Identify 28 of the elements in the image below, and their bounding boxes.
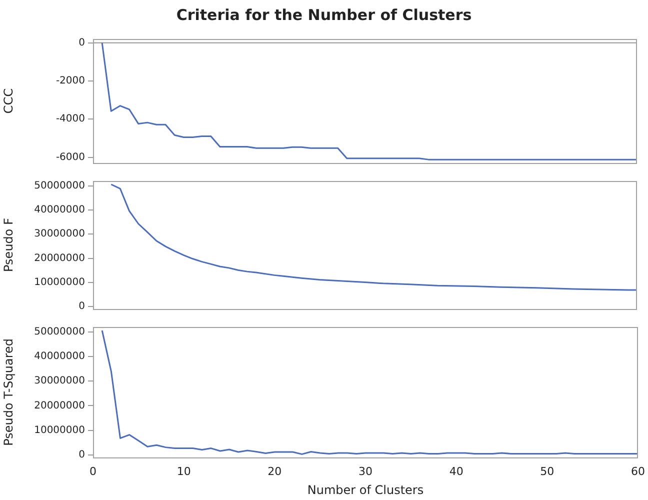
y-tick-label: 40000000 <box>34 204 85 216</box>
x-tick-label: 40 <box>449 464 464 478</box>
y-axis-title: Pseudo T-Squared <box>1 338 16 446</box>
x-tick-label: 30 <box>358 464 372 478</box>
y-tick-label: 20000000 <box>34 252 85 264</box>
x-tick-label: 0 <box>90 464 96 478</box>
chart-title: Criteria for the Number of Clusters <box>175 6 473 24</box>
y-tick-label: -4000 <box>56 114 85 125</box>
x-tick-label: 10 <box>176 464 191 478</box>
x-tick-label: 20 <box>268 464 282 478</box>
y-tick-label: 10000000 <box>34 424 85 436</box>
x-tick-label: 50 <box>540 464 554 478</box>
y-tick-label: -6000 <box>56 152 85 163</box>
y-tick-label: 20000000 <box>34 400 85 412</box>
x-axis-title: Number of Clusters <box>307 482 424 497</box>
x-tick-label: 60 <box>631 464 645 478</box>
y-tick-label: 40000000 <box>34 351 85 362</box>
y-tick-label: -2000 <box>56 76 85 87</box>
y-tick-label: 10000000 <box>34 277 85 288</box>
y-tick-label: 0 <box>78 450 85 461</box>
y-tick-label: 50000000 <box>34 180 85 192</box>
y-axis-title: CCC <box>1 88 16 114</box>
y-tick-label: 0 <box>78 37 85 48</box>
y-axis-title: Pseudo F <box>1 218 16 272</box>
y-tick-label: 30000000 <box>34 228 85 240</box>
y-tick-label: 50000000 <box>34 326 85 338</box>
y-tick-label: 0 <box>78 301 85 312</box>
y-tick-label: 30000000 <box>34 376 85 387</box>
